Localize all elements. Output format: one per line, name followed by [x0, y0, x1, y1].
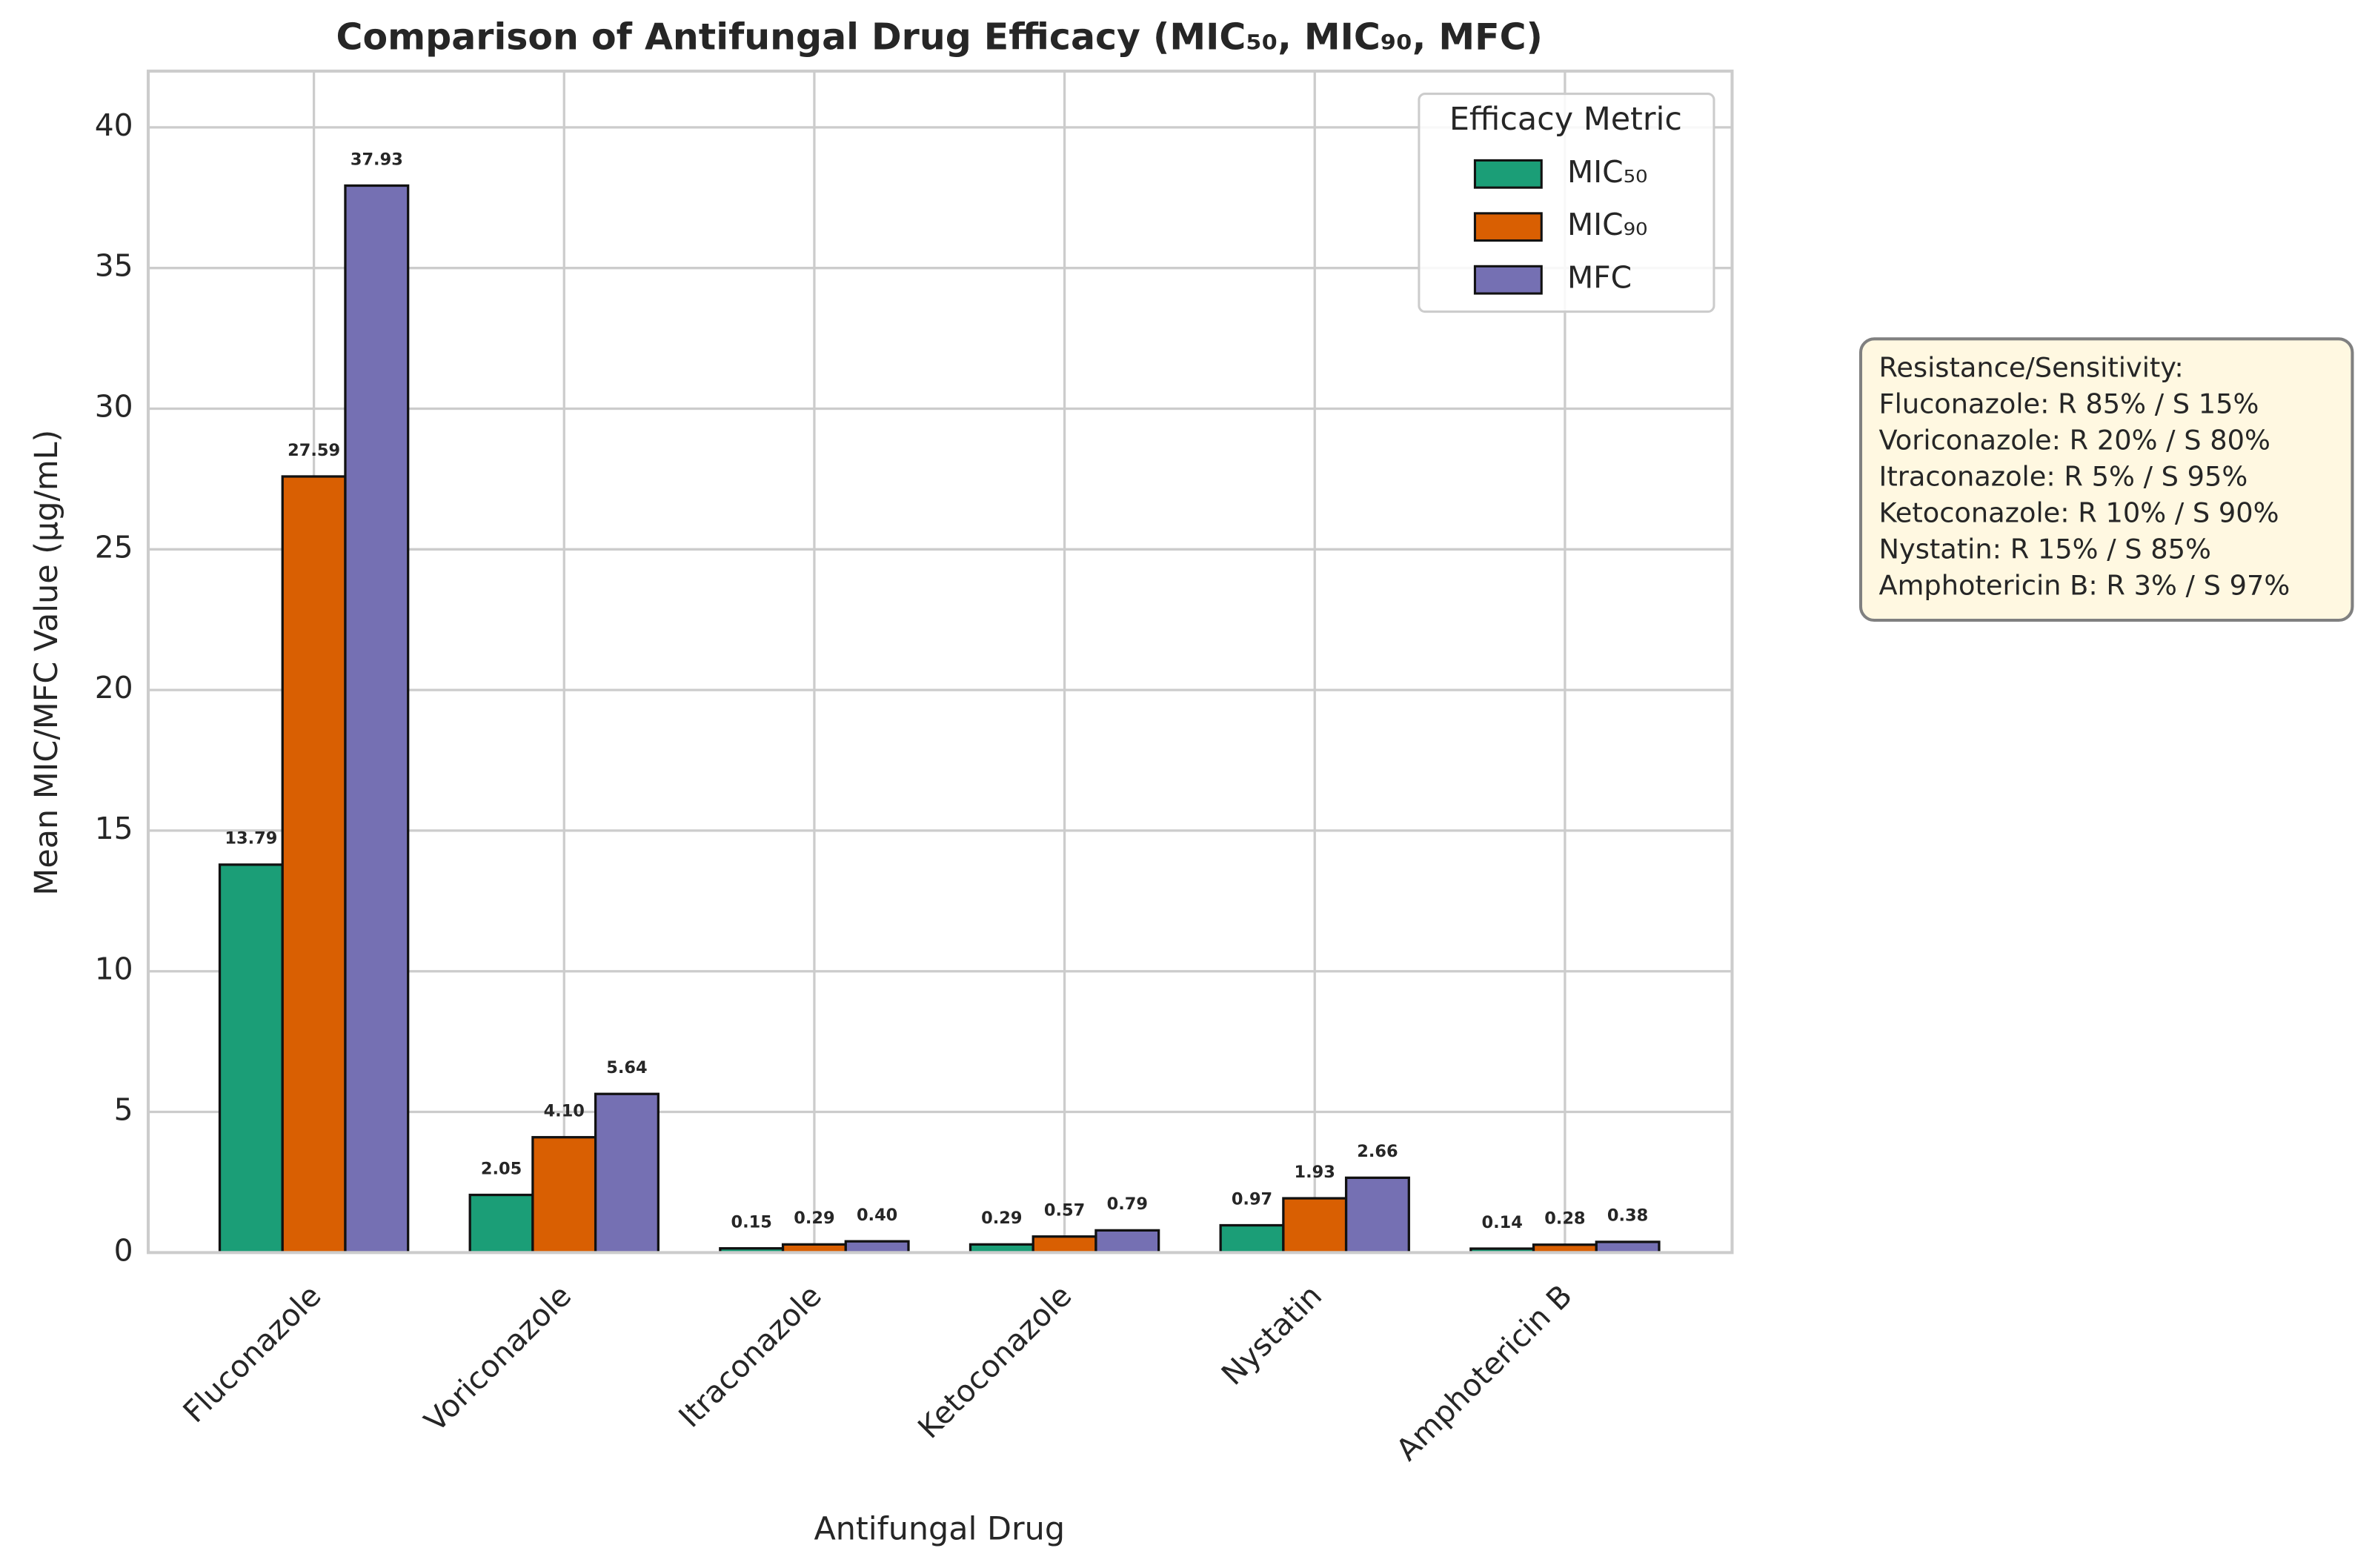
annotation-line: Nystatin: R 15% / S 85% — [1878, 534, 2210, 565]
plot-frame — [147, 69, 1734, 1255]
x-axis-label: Antifungal Drug — [814, 1510, 1065, 1547]
annotation-line: Itraconazole: R 5% / S 95% — [1878, 461, 2248, 493]
legend-label: MIC₅₀ — [1567, 154, 1647, 190]
y-tick-label: 30 — [95, 389, 133, 425]
data-label: 0.15 — [731, 1212, 772, 1232]
annotation-line: Fluconazole: R 85% / S 15% — [1878, 388, 2259, 420]
y-axis-label: Mean MIC/MFC Value (µg/mL) — [28, 430, 65, 896]
y-tick-label: 35 — [95, 248, 133, 284]
data-label: 0.79 — [1107, 1195, 1148, 1214]
bar — [1344, 1176, 1410, 1254]
legend-swatch — [1473, 159, 1543, 189]
bar — [531, 1136, 597, 1254]
data-label: 0.28 — [1544, 1209, 1585, 1229]
data-label: 0.40 — [857, 1206, 897, 1225]
y-tick-label: 15 — [95, 811, 133, 846]
data-label: 27.59 — [288, 441, 340, 460]
bar — [468, 1193, 534, 1254]
legend: Efficacy Metric MIC₅₀ MIC₉₀ MFC — [1418, 93, 1715, 313]
data-label: 37.93 — [351, 150, 403, 169]
bar — [344, 184, 410, 1254]
bar — [281, 475, 347, 1254]
bar — [1219, 1223, 1285, 1254]
data-label: 0.29 — [981, 1209, 1022, 1228]
data-label: 13.79 — [225, 829, 277, 848]
bar — [844, 1240, 910, 1254]
annotation-title: Resistance/Sensitivity: — [1878, 352, 2183, 384]
bar — [1031, 1235, 1097, 1254]
data-label: 2.05 — [481, 1159, 522, 1178]
bar — [1595, 1240, 1661, 1254]
y-tick-label: 20 — [95, 670, 133, 705]
y-tick-label: 25 — [95, 529, 133, 565]
y-tick-label: 10 — [95, 951, 133, 987]
bar — [218, 863, 284, 1254]
data-label: 0.57 — [1044, 1200, 1085, 1220]
data-label: 0.38 — [1607, 1206, 1648, 1226]
data-label: 4.10 — [544, 1101, 585, 1120]
y-tick-label: 0 — [114, 1232, 133, 1268]
legend-box — [1418, 93, 1715, 313]
annotation-box — [1858, 337, 2354, 622]
legend-label: MIC₉₀ — [1567, 207, 1647, 242]
chart-title: Comparison of Antifungal Drug Efficacy (… — [336, 16, 1543, 59]
annotation-line: Voriconazole: R 20% / S 80% — [1878, 425, 2270, 456]
data-label: 0.97 — [1232, 1189, 1272, 1209]
data-label: 2.66 — [1357, 1142, 1398, 1161]
legend-swatch — [1473, 212, 1543, 242]
legend-title: Efficacy Metric — [1449, 101, 1682, 138]
bar — [1282, 1197, 1348, 1254]
data-label: 0.29 — [794, 1209, 834, 1228]
annotation-line: Amphotericin B: R 3% / S 97% — [1878, 570, 2290, 602]
bar — [594, 1092, 660, 1254]
legend-label: MFC — [1567, 260, 1632, 296]
data-label: 1.93 — [1295, 1163, 1335, 1182]
data-label: 0.14 — [1481, 1213, 1522, 1232]
y-tick-label: 40 — [95, 107, 133, 143]
annotation-line: Ketoconazole: R 10% / S 90% — [1878, 497, 2279, 529]
bar — [1094, 1229, 1160, 1254]
legend-swatch — [1473, 265, 1543, 295]
data-label: 5.64 — [606, 1058, 647, 1077]
y-tick-label: 5 — [114, 1092, 133, 1128]
annotation: Resistance/Sensitivity: Fluconazole: R 85… — [1858, 337, 2354, 622]
